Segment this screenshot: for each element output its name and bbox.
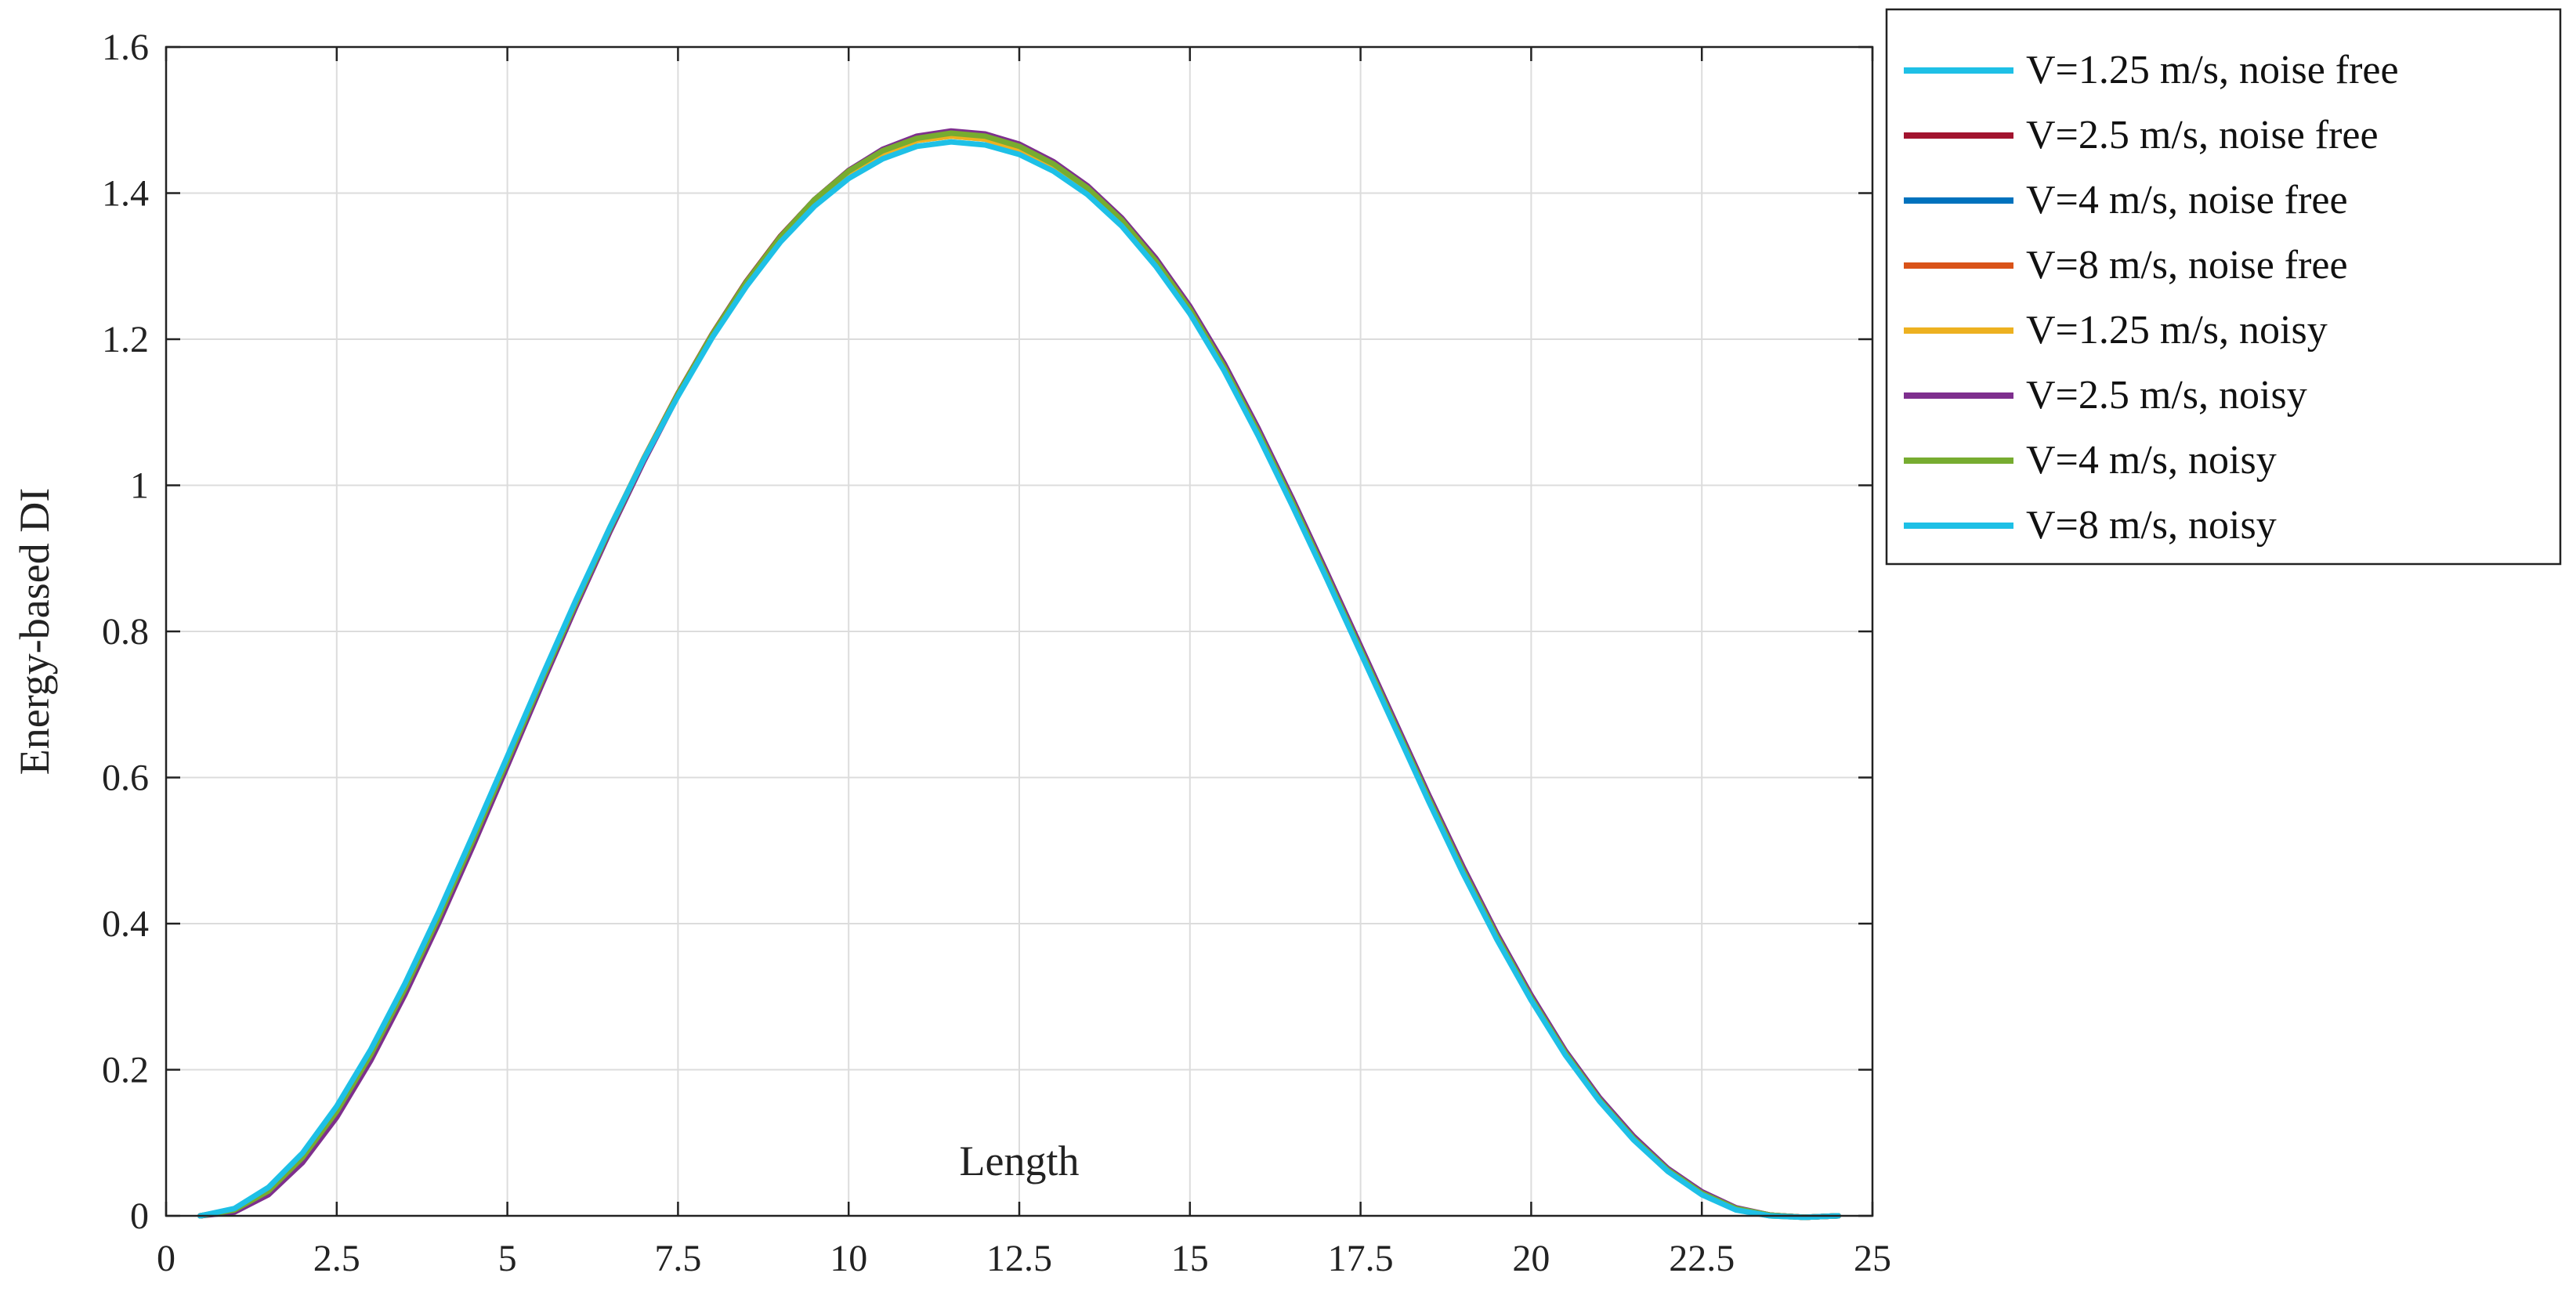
legend-box	[1885, 8, 2562, 566]
y-axis-title: Energy-based DI	[11, 488, 58, 775]
y-tick-label: 1.4	[102, 173, 149, 215]
grid-lines	[166, 47, 1872, 1216]
x-tick-label: 17.5	[1328, 1238, 1394, 1279]
x-tick-label: 5	[498, 1238, 517, 1279]
x-tick-label: 0	[157, 1238, 175, 1279]
y-tick-label: 1.6	[102, 27, 149, 68]
x-tick-label: 20	[1512, 1238, 1550, 1279]
x-tick-label: 22.5	[1669, 1238, 1735, 1279]
x-tick-label: 10	[830, 1238, 867, 1279]
y-tick-label: 1.2	[102, 319, 149, 360]
legend-label-4: V=8 m/s, noise free	[2026, 243, 2348, 288]
y-tick-label: 0.6	[102, 758, 149, 799]
legend-label-5: V=1.25 m/s, noisy	[2026, 308, 2328, 353]
y-tick-label: 1	[130, 465, 149, 507]
x-tick-label: 2.5	[313, 1238, 360, 1279]
legend-label-7: V=4 m/s, noisy	[2026, 438, 2277, 483]
x-tick-label: 12.5	[986, 1238, 1052, 1279]
y-tick-label: 0.4	[102, 903, 149, 945]
x-tick-label: 15	[1171, 1238, 1209, 1279]
legend-label-2: V=2.5 m/s, noise free	[2026, 113, 2379, 157]
y-tick-label: 0.8	[102, 611, 149, 653]
x-tick-label: 25	[1854, 1238, 1891, 1279]
legend-label-3: V=4 m/s, noise free	[2026, 178, 2348, 222]
series-line-8	[197, 139, 1841, 1221]
x-tick-label: 7.5	[654, 1238, 701, 1279]
legend-items: V=1.25 m/s, noise free V=2.5 m/s, noise f…	[1904, 48, 2399, 548]
legend-label-1: V=1.25 m/s, noise free	[2026, 48, 2399, 92]
y-tick-label: 0.2	[102, 1050, 149, 1091]
axis-ticks: 0 2.5 5 7.5 10 12.5 15 17.5 20 22.5 25 0 0.2 0.4 0.6 0.…	[102, 27, 1891, 1279]
legend: V=1.25 m/s, noise free V=2.5 m/s, noise f…	[1885, 8, 2562, 566]
y-tick-label: 0	[130, 1195, 149, 1237]
legend-label-6: V=2.5 m/s, noisy	[2026, 373, 2307, 418]
legend-label-8: V=8 m/s, noisy	[2026, 503, 2277, 548]
series-lines	[197, 128, 1841, 1221]
x-axis-title: Length	[960, 1137, 1080, 1184]
